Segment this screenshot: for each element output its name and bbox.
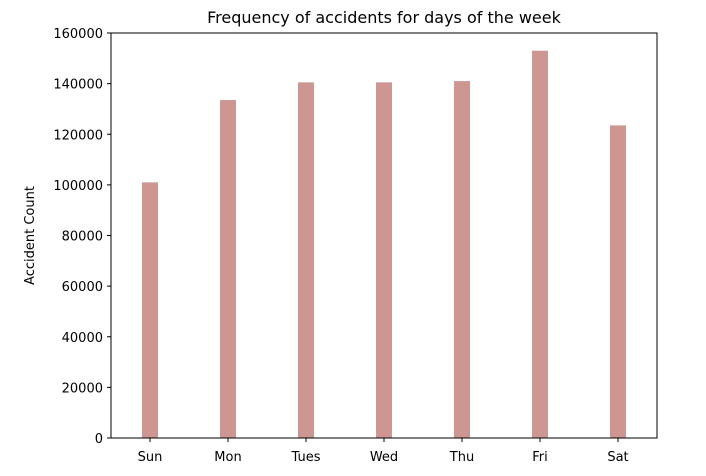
- y-tick-label: 40000: [62, 331, 103, 346]
- y-tick-label: 0: [95, 432, 103, 447]
- x-tick-label: Mon: [214, 450, 241, 465]
- y-tick-label: 20000: [62, 381, 103, 396]
- x-axis-ticks: Sun Mon Tues Wed Thu Fri Sat: [138, 438, 629, 465]
- y-axis-label: Accident Count: [23, 186, 38, 285]
- y-tick-label: 80000: [62, 230, 103, 245]
- y-tick-label: 160000: [53, 27, 103, 42]
- bar-tues: [298, 82, 314, 438]
- bar-mon: [220, 100, 236, 438]
- y-tick-label: 120000: [53, 128, 103, 143]
- bar-sat: [610, 125, 626, 438]
- plot-frame: [110, 32, 658, 439]
- bar-fri: [532, 50, 548, 438]
- y-tick-label: 60000: [62, 280, 103, 295]
- x-tick-label: Thu: [449, 450, 474, 465]
- bar-sun: [142, 182, 158, 438]
- bar-thu: [454, 81, 470, 438]
- bar-wed: [376, 82, 392, 438]
- x-tick-label: Sat: [607, 450, 628, 465]
- bars-group: [142, 50, 626, 438]
- x-tick-label: Sun: [138, 450, 163, 465]
- chart-title: Frequency of accidents for days of the w…: [207, 8, 561, 27]
- x-tick-label: Wed: [370, 450, 398, 465]
- x-tick-label: Tues: [291, 450, 321, 465]
- y-tick-label: 100000: [53, 179, 103, 194]
- y-axis-ticks: 0 20000 40000 60000 80000 100000 120000 140000 1…: [53, 27, 111, 447]
- x-tick-label: Fri: [532, 450, 548, 465]
- y-tick-label: 140000: [53, 78, 103, 93]
